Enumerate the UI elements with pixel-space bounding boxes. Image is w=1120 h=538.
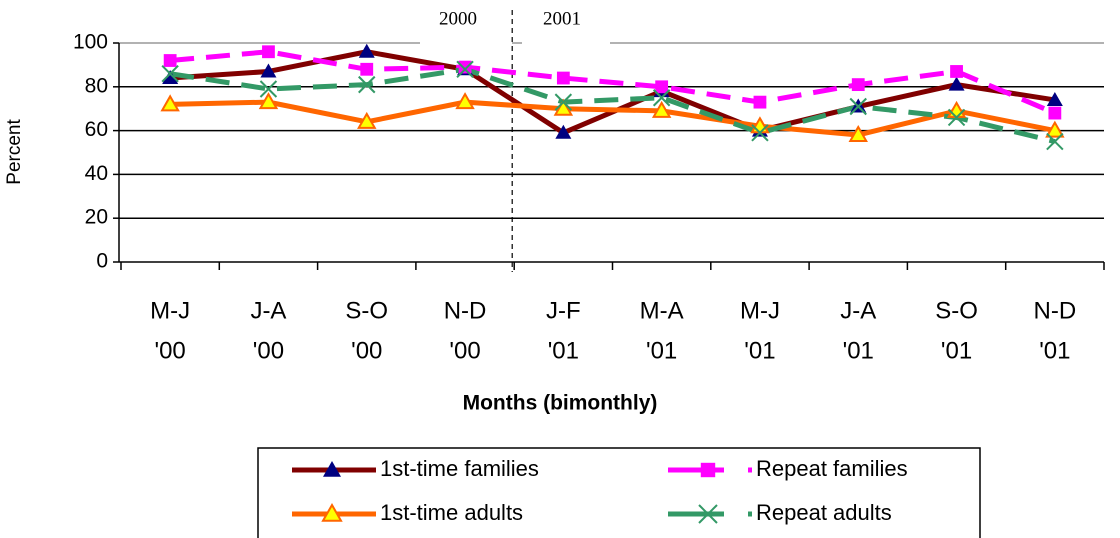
x-tick-label: N-D bbox=[1034, 297, 1077, 324]
marker bbox=[358, 75, 376, 94]
annotation: 2000 bbox=[439, 8, 477, 29]
marker bbox=[458, 60, 472, 74]
marker bbox=[1045, 120, 1065, 138]
y-tick-label: 40 bbox=[85, 162, 108, 185]
marker-stroke bbox=[161, 64, 179, 83]
x-tick-label: '01 bbox=[646, 337, 677, 364]
marker bbox=[262, 45, 275, 59]
legend-box bbox=[257, 447, 981, 538]
y-tick-label: 100 bbox=[73, 31, 108, 54]
y-axis-title: Percent bbox=[4, 119, 25, 185]
marker bbox=[260, 63, 277, 78]
x-tick-label: '01 bbox=[941, 337, 972, 364]
legend-label: Repeat families bbox=[756, 456, 908, 481]
marker bbox=[259, 80, 278, 98]
marker bbox=[950, 65, 963, 78]
x-tick-label: '00 bbox=[351, 337, 382, 364]
x-tick-label: M-A bbox=[640, 297, 684, 324]
marker-stroke bbox=[1046, 132, 1064, 151]
series-line bbox=[170, 99, 1056, 138]
x-tick-label: '01 bbox=[744, 337, 775, 364]
y-tick-label: 60 bbox=[85, 118, 108, 141]
marker bbox=[753, 95, 767, 109]
marker bbox=[848, 124, 868, 142]
y-tick-label: 20 bbox=[85, 206, 108, 229]
x-tick-label: '00 bbox=[449, 337, 480, 364]
marker bbox=[751, 124, 769, 142]
marker bbox=[160, 94, 180, 112]
x-tick-label: S-O bbox=[935, 297, 978, 324]
x-tick-label: J-F bbox=[546, 297, 581, 324]
marker bbox=[556, 71, 570, 85]
marker bbox=[258, 92, 279, 110]
marker bbox=[358, 43, 375, 58]
marker-stroke bbox=[849, 97, 867, 116]
x-tick-label: N-D bbox=[444, 297, 487, 324]
x-tick-label: S-O bbox=[345, 297, 388, 324]
marker-stroke bbox=[698, 504, 718, 524]
x-tick-label: '01 bbox=[843, 337, 874, 364]
x-tick-label: M-J bbox=[150, 297, 190, 324]
marker-stroke bbox=[652, 89, 671, 107]
x-tick-label: J-A bbox=[250, 297, 286, 324]
marker bbox=[651, 100, 672, 118]
x-axis-title: Months (bimonthly) bbox=[463, 392, 658, 415]
x-tick-label: '01 bbox=[1039, 337, 1070, 364]
marker-stroke bbox=[751, 124, 769, 142]
legend-item: Repeat families bbox=[668, 456, 908, 481]
series-line bbox=[169, 49, 1056, 116]
marker-stroke bbox=[947, 108, 966, 127]
marker bbox=[360, 62, 374, 76]
legend-item: Repeat adults bbox=[668, 500, 892, 525]
x-tick-label: '00 bbox=[155, 337, 186, 364]
marker bbox=[652, 89, 671, 107]
marker bbox=[455, 92, 475, 110]
marker bbox=[700, 462, 716, 478]
annotation: 2001 bbox=[543, 8, 581, 29]
y-tick-label: 0 bbox=[96, 250, 108, 273]
marker bbox=[162, 70, 179, 85]
marker bbox=[849, 97, 867, 116]
legend-label: 1st-time adults bbox=[380, 500, 523, 525]
marker-stroke bbox=[554, 93, 573, 111]
marker-stroke bbox=[456, 60, 474, 78]
legend-item: 1st-time adults bbox=[292, 500, 523, 525]
annotation-bg bbox=[420, 4, 512, 48]
legend-label: 1st-time families bbox=[380, 456, 539, 481]
x-tick-label: '01 bbox=[548, 337, 579, 364]
marker-stroke bbox=[259, 80, 278, 98]
marker bbox=[1046, 91, 1063, 106]
marker bbox=[698, 504, 718, 524]
marker bbox=[323, 461, 341, 477]
marker bbox=[553, 98, 574, 116]
legend-item: 1st-time families bbox=[292, 456, 539, 481]
marker bbox=[948, 76, 965, 91]
legend-label: Repeat adults bbox=[756, 500, 892, 525]
marker bbox=[321, 502, 343, 522]
marker bbox=[456, 60, 474, 78]
x-tick-label: M-J bbox=[740, 297, 780, 324]
marker bbox=[163, 54, 177, 67]
annotation-bg bbox=[522, 4, 610, 48]
series-line bbox=[169, 66, 1056, 144]
x-tick-label: J-A bbox=[840, 297, 876, 324]
marker bbox=[655, 80, 669, 94]
marker bbox=[1048, 106, 1062, 120]
marker bbox=[555, 124, 572, 139]
marker bbox=[947, 108, 966, 127]
marker bbox=[554, 93, 573, 111]
marker bbox=[1046, 132, 1064, 151]
marker bbox=[357, 111, 377, 129]
marker bbox=[161, 64, 179, 83]
marker bbox=[851, 78, 865, 92]
marker-stroke bbox=[358, 75, 376, 94]
y-tick-label: 80 bbox=[85, 74, 108, 97]
x-tick-label: '00 bbox=[253, 337, 284, 364]
